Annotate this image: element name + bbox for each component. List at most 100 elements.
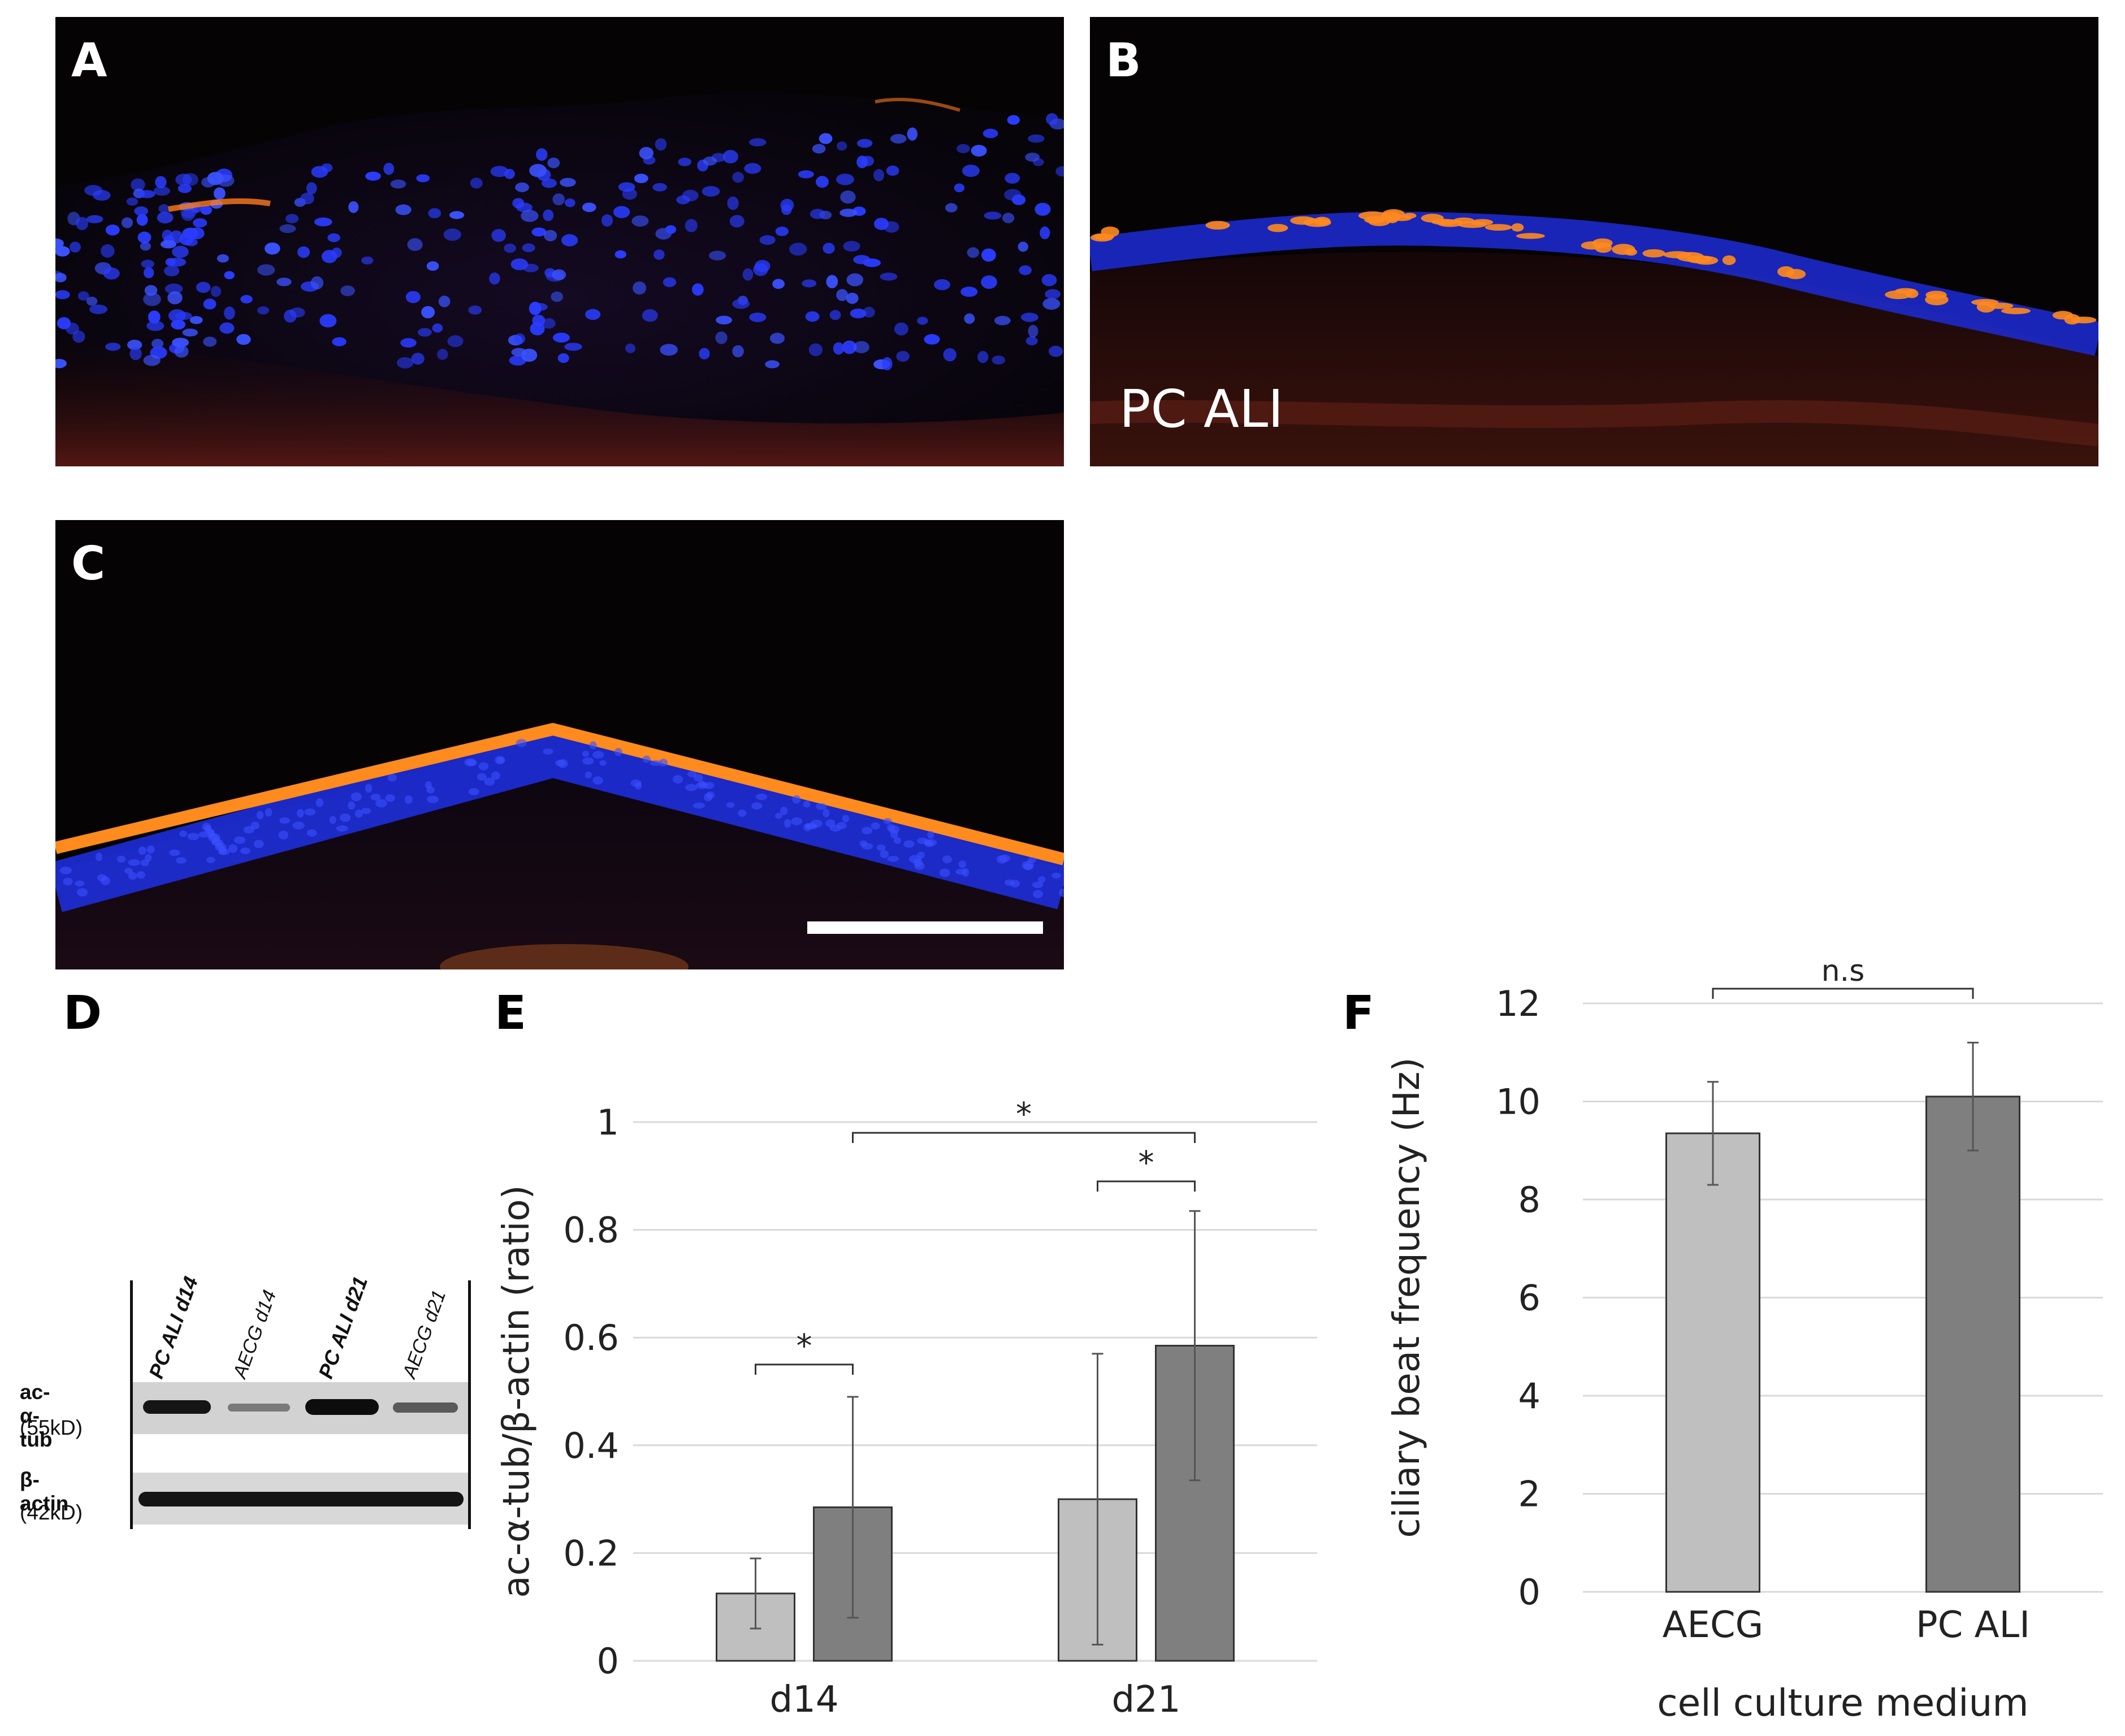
- nucleus: [121, 217, 133, 228]
- nucleus: [856, 138, 873, 148]
- nucleus: [405, 291, 421, 304]
- nucleus: [780, 198, 794, 211]
- nucleus: [340, 285, 355, 296]
- nucleus: [136, 871, 145, 879]
- nucleus: [265, 242, 280, 255]
- nucleus: [633, 281, 647, 295]
- nucleus: [138, 846, 146, 855]
- nucleus: [650, 760, 663, 766]
- nucleus: [162, 230, 173, 241]
- nucleus: [515, 182, 529, 192]
- nucleus: [1059, 889, 1064, 897]
- nucleus: [55, 358, 67, 369]
- nucleus: [387, 773, 397, 782]
- nucleus: [1040, 226, 1050, 240]
- nucleus: [582, 750, 590, 757]
- nucleus: [810, 209, 825, 219]
- nucleus: [165, 258, 176, 266]
- nucleus: [1025, 153, 1040, 162]
- nucleus: [437, 349, 448, 360]
- nucleus: [516, 739, 527, 747]
- nucleus: [428, 208, 442, 219]
- nucleus: [693, 802, 706, 809]
- x-tick-label: d21: [1111, 1679, 1180, 1721]
- nucleus: [174, 345, 189, 358]
- nucleus: [289, 307, 305, 318]
- nucleus: [165, 283, 183, 295]
- nucleus: [536, 148, 548, 161]
- y-tick-label: 6: [1518, 1278, 1540, 1319]
- nucleus: [823, 808, 830, 817]
- nucleus: [1002, 213, 1015, 223]
- bar: [1665, 1132, 1760, 1593]
- significance-label: *: [1139, 1145, 1154, 1181]
- nucleus: [257, 264, 275, 276]
- nucleus: [143, 267, 154, 279]
- nucleus: [169, 849, 180, 856]
- nucleus: [1051, 872, 1061, 879]
- cilia-mark: [1694, 256, 1719, 265]
- nucleus: [582, 757, 594, 765]
- nucleus: [319, 314, 337, 328]
- nucleus: [983, 128, 998, 138]
- nucleus: [599, 760, 607, 766]
- nucleus: [840, 190, 856, 204]
- nucleus: [1018, 241, 1028, 252]
- nucleus: [943, 348, 957, 362]
- nucleus: [631, 215, 649, 227]
- inset-label-b: PC ALI: [1119, 379, 1284, 439]
- nucleus: [306, 829, 317, 837]
- cilia-mark: [1785, 269, 1806, 279]
- cilia-mark: [1392, 215, 1412, 222]
- nucleus: [981, 248, 996, 262]
- nucleus: [1023, 863, 1033, 871]
- nucleus: [491, 228, 506, 243]
- nucleus: [484, 777, 495, 786]
- nucleus: [175, 174, 192, 186]
- nucleus: [421, 306, 435, 319]
- nucleus: [836, 174, 854, 185]
- nucleus: [233, 836, 246, 845]
- nucleus: [96, 852, 103, 861]
- nucleus: [542, 178, 557, 188]
- nucleus: [348, 801, 356, 810]
- nucleus: [89, 304, 108, 314]
- nucleus: [727, 196, 739, 210]
- nucleus: [1033, 890, 1043, 898]
- nucleus: [592, 751, 604, 759]
- nucleus: [1041, 274, 1057, 287]
- blot-row-label: ac-α-tub: [20, 1380, 53, 1451]
- nucleus: [601, 214, 613, 227]
- nucleus: [967, 247, 980, 258]
- nucleus: [193, 218, 207, 228]
- nucleus: [490, 166, 509, 178]
- nucleus: [1055, 166, 1064, 177]
- nucleus: [708, 250, 726, 261]
- nucleus: [614, 250, 626, 259]
- blot-band: [393, 1402, 458, 1413]
- nucleus: [625, 343, 636, 353]
- nucleus: [397, 357, 414, 369]
- panel-label-e: E: [495, 986, 527, 1040]
- nucleus: [124, 868, 133, 874]
- nucleus: [160, 240, 176, 249]
- nucleus: [957, 144, 970, 154]
- nucleus: [859, 840, 868, 847]
- nucleus: [512, 198, 525, 209]
- nucleus: [489, 272, 500, 285]
- y-axis-label: ac-α-tub/β-actin (ratio): [496, 1185, 538, 1598]
- nucleus: [846, 273, 864, 287]
- cilia-mark: [1090, 233, 1114, 242]
- blot-lane-label: PC ALI d21: [314, 1273, 373, 1382]
- nucleus: [1028, 134, 1045, 143]
- nucleus: [219, 322, 235, 334]
- nucleus: [850, 308, 867, 319]
- nucleus: [383, 162, 395, 175]
- cilia-mark: [1314, 217, 1331, 226]
- nucleus: [365, 171, 381, 181]
- nucleus: [886, 165, 899, 176]
- micrograph-b: B PC ALI: [1090, 17, 2098, 466]
- nucleus: [1025, 336, 1038, 345]
- significance-label: *: [1016, 1096, 1032, 1133]
- cilia-mark: [1971, 298, 1999, 306]
